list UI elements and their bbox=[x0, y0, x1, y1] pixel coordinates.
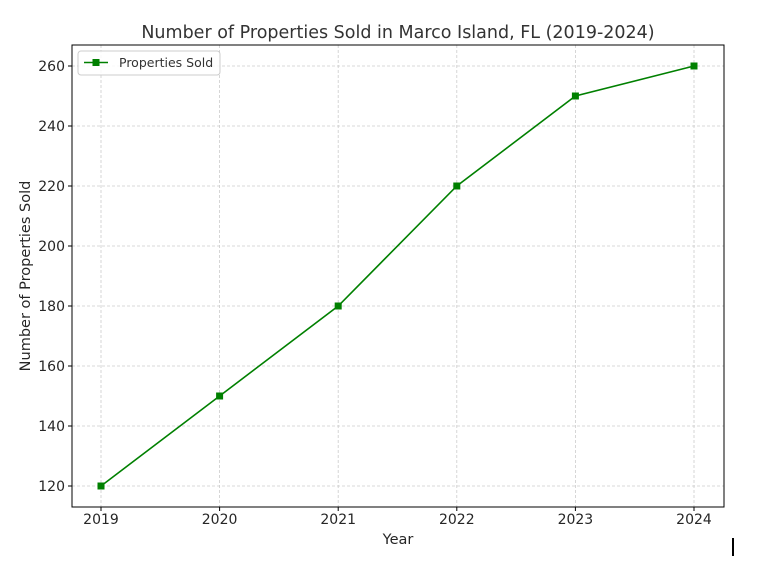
data-point-marker bbox=[690, 62, 698, 70]
plot-frame bbox=[71, 44, 725, 508]
legend-marker-sample bbox=[92, 59, 100, 66]
data-point-marker bbox=[453, 182, 461, 190]
grid-lines bbox=[72, 45, 724, 507]
legend-box bbox=[77, 50, 221, 76]
y-tick-label: 240 bbox=[38, 119, 65, 135]
text-cursor bbox=[732, 538, 734, 556]
x-tick-label: 2020 bbox=[202, 512, 238, 528]
data-point-marker bbox=[216, 392, 224, 400]
x-tick-label: 2024 bbox=[676, 512, 712, 528]
x-tick-label: 2019 bbox=[83, 512, 119, 528]
y-axis-label: Number of Properties Sold bbox=[18, 181, 34, 372]
y-tick-label: 160 bbox=[38, 359, 65, 375]
chart-title: Number of Properties Sold in Marco Islan… bbox=[141, 23, 654, 43]
y-tick-label: 200 bbox=[38, 239, 65, 255]
x-tick-label: 2022 bbox=[439, 512, 475, 528]
data-point-marker bbox=[571, 92, 579, 100]
y-tick-label: 180 bbox=[38, 299, 65, 315]
x-axis-ticks: 2019 2020 2021 2022 2023 2024 bbox=[83, 507, 712, 528]
series-line bbox=[100, 65, 695, 487]
x-tick-label: 2023 bbox=[558, 512, 594, 528]
data-point-marker bbox=[334, 302, 342, 310]
legend: Properties Sold bbox=[77, 50, 221, 76]
x-axis-label: Year bbox=[382, 532, 414, 548]
legend-label: Properties Sold bbox=[119, 55, 213, 70]
x-tick-label: 2021 bbox=[320, 512, 356, 528]
y-tick-label: 120 bbox=[38, 479, 65, 495]
series-layer bbox=[97, 62, 698, 490]
axes bbox=[71, 44, 725, 508]
data-point-marker bbox=[97, 482, 105, 490]
y-tick-label: 260 bbox=[38, 59, 65, 75]
y-tick-label: 220 bbox=[38, 179, 65, 195]
y-axis-ticks: 120 140 160 180 200 220 240 260 bbox=[38, 59, 72, 495]
y-tick-label: 140 bbox=[38, 419, 65, 435]
